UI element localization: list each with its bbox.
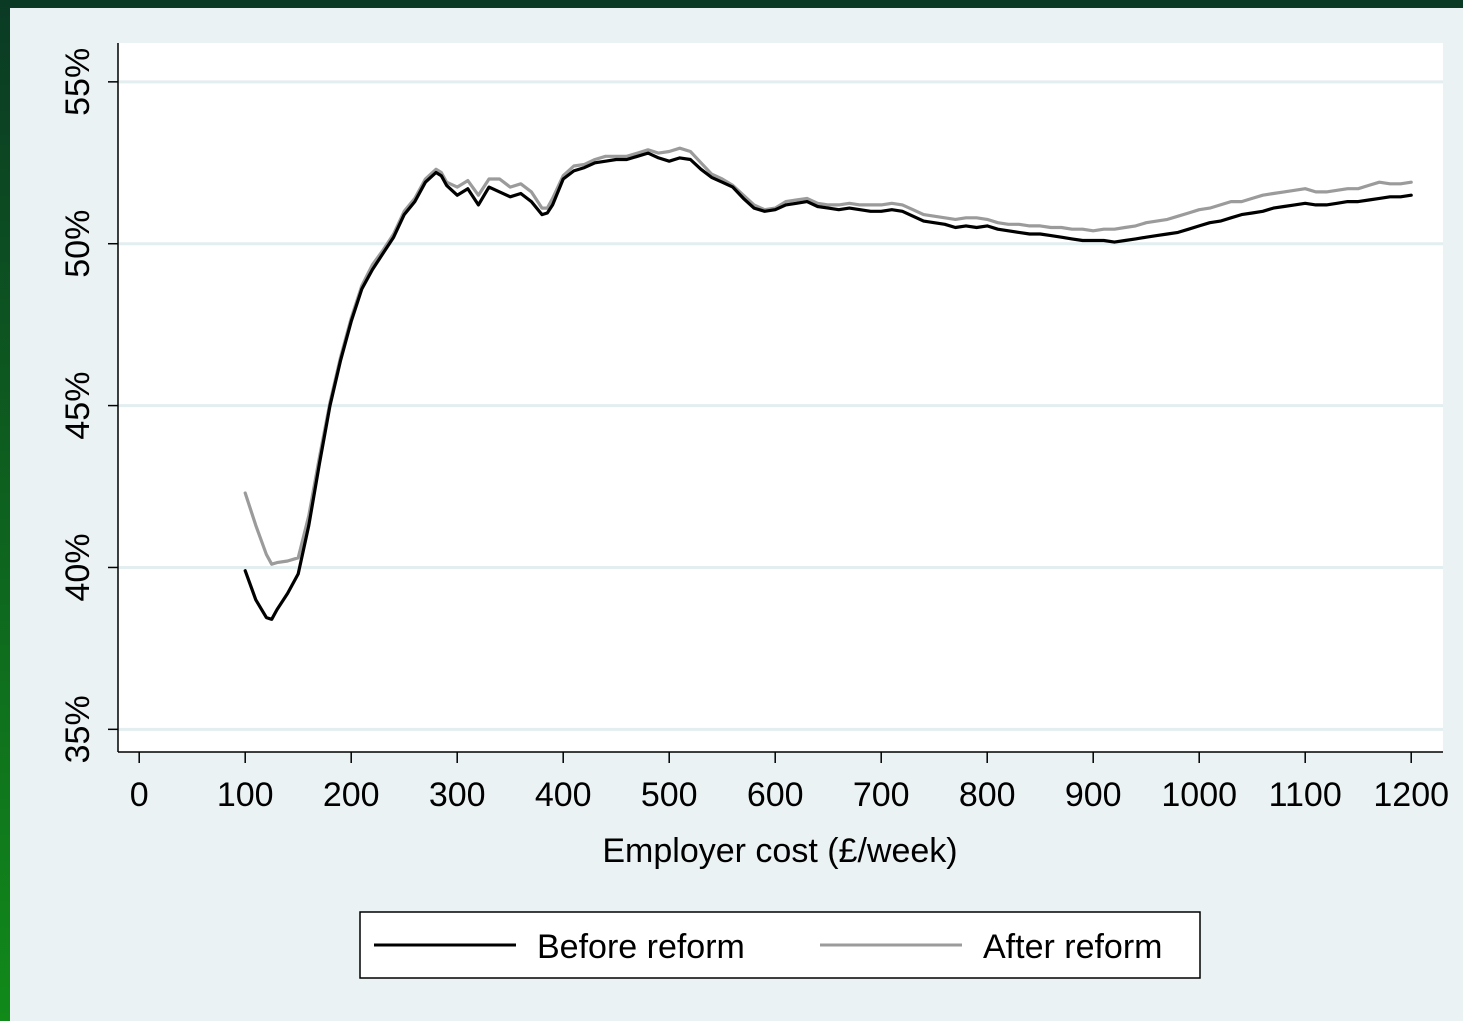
gridlines: [118, 80, 1443, 731]
x-tick-label: 400: [535, 776, 592, 814]
y-tick-label: 40%: [59, 533, 97, 601]
axes: 35% 40% 45% 50% 55% 0 100 200 300 400 500 600 700 800…: [59, 43, 1449, 814]
x-tick-label: 800: [959, 776, 1016, 814]
x-tick-label: 1000: [1161, 776, 1237, 814]
x-tick-label: 600: [747, 776, 804, 814]
legend-label-before: Before reform: [537, 928, 745, 966]
x-tick-label: 100: [217, 776, 274, 814]
plot-area: [118, 43, 1443, 752]
legend: Before reform After reform: [359, 911, 1201, 979]
series-line-after-reform: [243, 146, 1413, 566]
y-tick-label: 45%: [59, 372, 97, 440]
x-tick-label: 0: [130, 776, 149, 814]
legend-label-after: After reform: [983, 928, 1162, 966]
series-line-before-reform: [243, 151, 1413, 621]
x-tick-label: 500: [641, 776, 698, 814]
series-layer: [243, 146, 1413, 621]
x-tick-label: 900: [1065, 776, 1122, 814]
y-tick-label: 55%: [59, 48, 97, 116]
x-tick-label: 300: [429, 776, 486, 814]
x-tick-label: 1200: [1373, 776, 1449, 814]
x-tick-label: 1100: [1269, 776, 1342, 814]
y-tick-label: 50%: [59, 210, 97, 278]
x-tick-label: 700: [853, 776, 910, 814]
x-axis-title: Employer cost (£/week): [602, 832, 957, 870]
y-tick-label: 35%: [59, 695, 97, 763]
x-tick-label: 200: [323, 776, 380, 814]
